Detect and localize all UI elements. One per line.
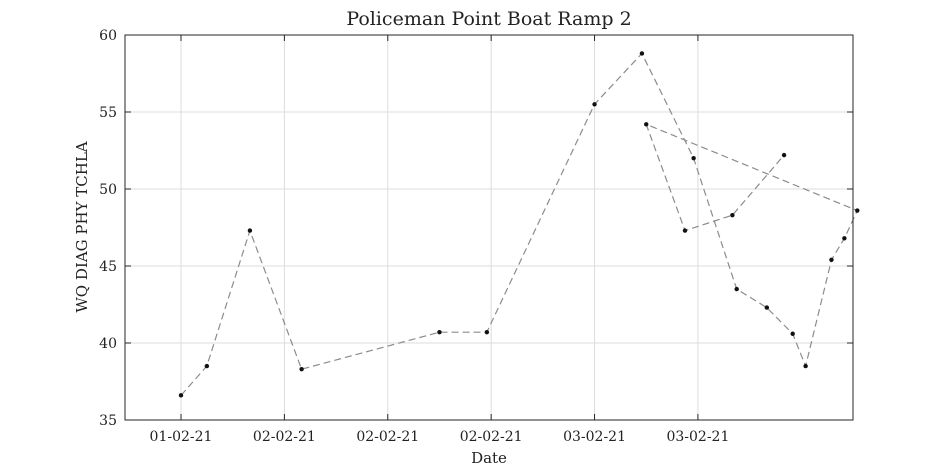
- data-point: [592, 102, 597, 107]
- data-point: [764, 305, 770, 310]
- data-point: [682, 228, 688, 233]
- y-tick-label: 60: [99, 28, 117, 44]
- series-layer: [178, 51, 860, 398]
- data-point: [829, 257, 834, 263]
- data-point: [842, 236, 847, 241]
- data-point: [644, 122, 649, 127]
- data-point: [855, 208, 860, 213]
- x-tick-label: 03-02-21: [666, 429, 729, 445]
- y-tick-label: 45: [99, 259, 117, 275]
- data-point: [639, 51, 645, 56]
- data-point: [790, 331, 795, 336]
- data-point: [484, 330, 490, 335]
- y-tick-label: 50: [99, 182, 117, 198]
- grid: [125, 34, 853, 421]
- x-tick-label: 02-02-21: [460, 429, 523, 445]
- x-axis-label: Date: [471, 449, 507, 467]
- data-point: [299, 366, 304, 372]
- data-point: [781, 152, 787, 158]
- data-point: [178, 393, 184, 398]
- data-point: [691, 156, 696, 161]
- x-tick-label: 03-02-21: [563, 429, 626, 445]
- y-tick-label: 40: [99, 336, 117, 352]
- x-tick-label: 02-02-21: [253, 429, 316, 445]
- plot-frame: [124, 34, 854, 421]
- axes: 35 40 45 50 55 60 01-02-21 02-02-21 02-02-21 02-0…: [99, 28, 854, 445]
- data-point: [803, 363, 808, 369]
- x-tick-label: 01-02-21: [150, 429, 213, 445]
- y-axis-label: WQ DIAG PHY TCHLA: [73, 141, 91, 312]
- data-point: [734, 286, 739, 292]
- y-tick-label: 35: [99, 413, 117, 429]
- data-point: [730, 212, 735, 218]
- y-tick-label: 55: [99, 105, 117, 121]
- data-point: [204, 363, 210, 369]
- data-point: [437, 330, 442, 335]
- data-point: [247, 228, 253, 233]
- chart-title: Policeman Point Boat Ramp 2: [346, 8, 631, 30]
- x-tick-label: 02-02-21: [356, 429, 419, 445]
- series-line: [180, 52, 859, 396]
